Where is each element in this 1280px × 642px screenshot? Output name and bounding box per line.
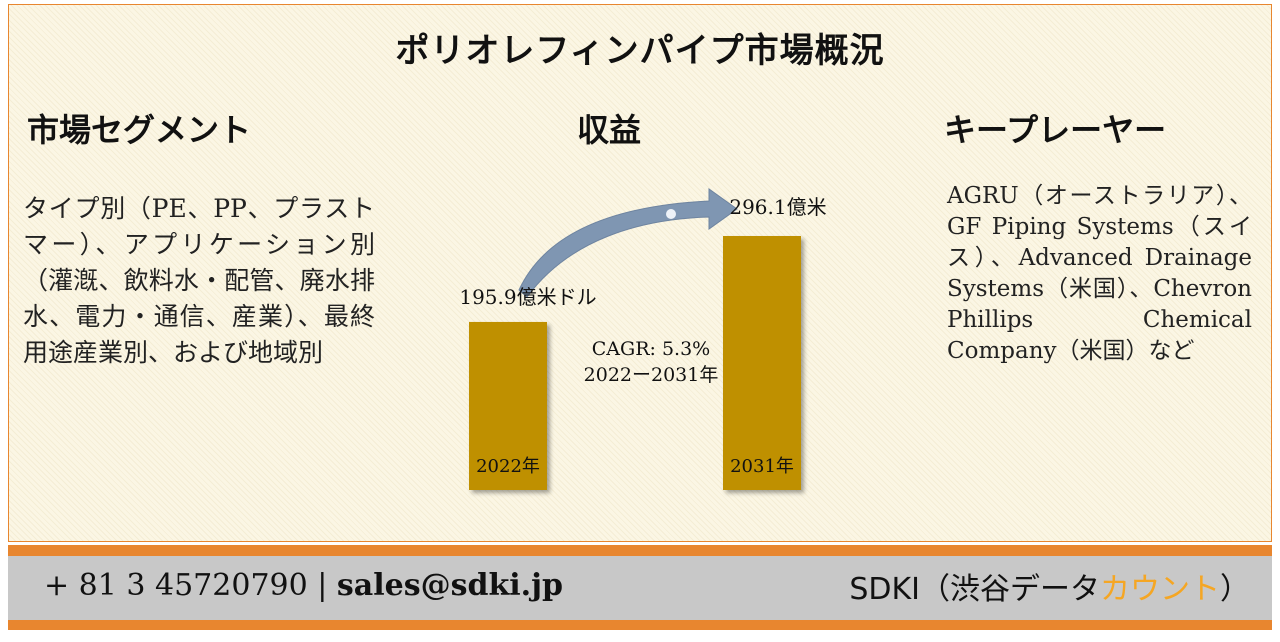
cagr-label: CAGR: 5.3% <box>592 338 710 360</box>
revenue-heading: 収益 <box>577 111 642 149</box>
separator: | <box>317 568 328 603</box>
contact-info: + 81 3 45720790 | sales@sdki.jp <box>44 568 563 603</box>
brand-end: ） <box>1220 572 1250 607</box>
phone-number[interactable]: + 81 3 45720790 <box>44 568 308 603</box>
value-label-0: 195.9億米ドル <box>459 285 596 309</box>
segments-heading: 市場セグメント <box>27 111 252 149</box>
value-label-1: 296.1億米ドル <box>729 195 829 219</box>
brand-accent: カウント <box>1100 572 1220 607</box>
segments-text: タイプ別（PE、PP、プラストマー）、アプリケーション別（灌漑、飲料水・配管、廃… <box>23 194 375 367</box>
email-link[interactable]: sales@sdki.jp <box>336 568 563 603</box>
page-title: ポリオレフィンパイプ市場概況 <box>395 31 885 71</box>
footer: + 81 3 45720790 | sales@sdki.jp SDKI（渋谷デ… <box>8 556 1272 630</box>
category-label-0: 2022年 <box>476 456 540 477</box>
bar-0 <box>469 321 547 490</box>
cagr-period-label: 2022ー2031年 <box>584 364 719 386</box>
arrow-dot-icon <box>666 209 676 219</box>
growth-arrow-icon <box>518 188 738 298</box>
brand-main: SDKI（渋谷データ <box>849 572 1100 607</box>
footer-accent-bar <box>8 545 1272 556</box>
infographic-panel: ポリオレフィンパイプ市場概況 市場セグメント 収益 キープレーヤー タイプ別（P… <box>8 4 1272 542</box>
key-players-heading: キープレーヤー <box>944 111 1167 149</box>
brand-name: SDKI（渋谷データカウント） <box>849 564 1250 608</box>
bar-1 <box>723 236 801 490</box>
category-label-1: 2031年 <box>730 456 794 477</box>
key-players-text: AGRU（オーストラリア）、GF Piping Systems（スイス）、Adv… <box>947 183 1252 364</box>
